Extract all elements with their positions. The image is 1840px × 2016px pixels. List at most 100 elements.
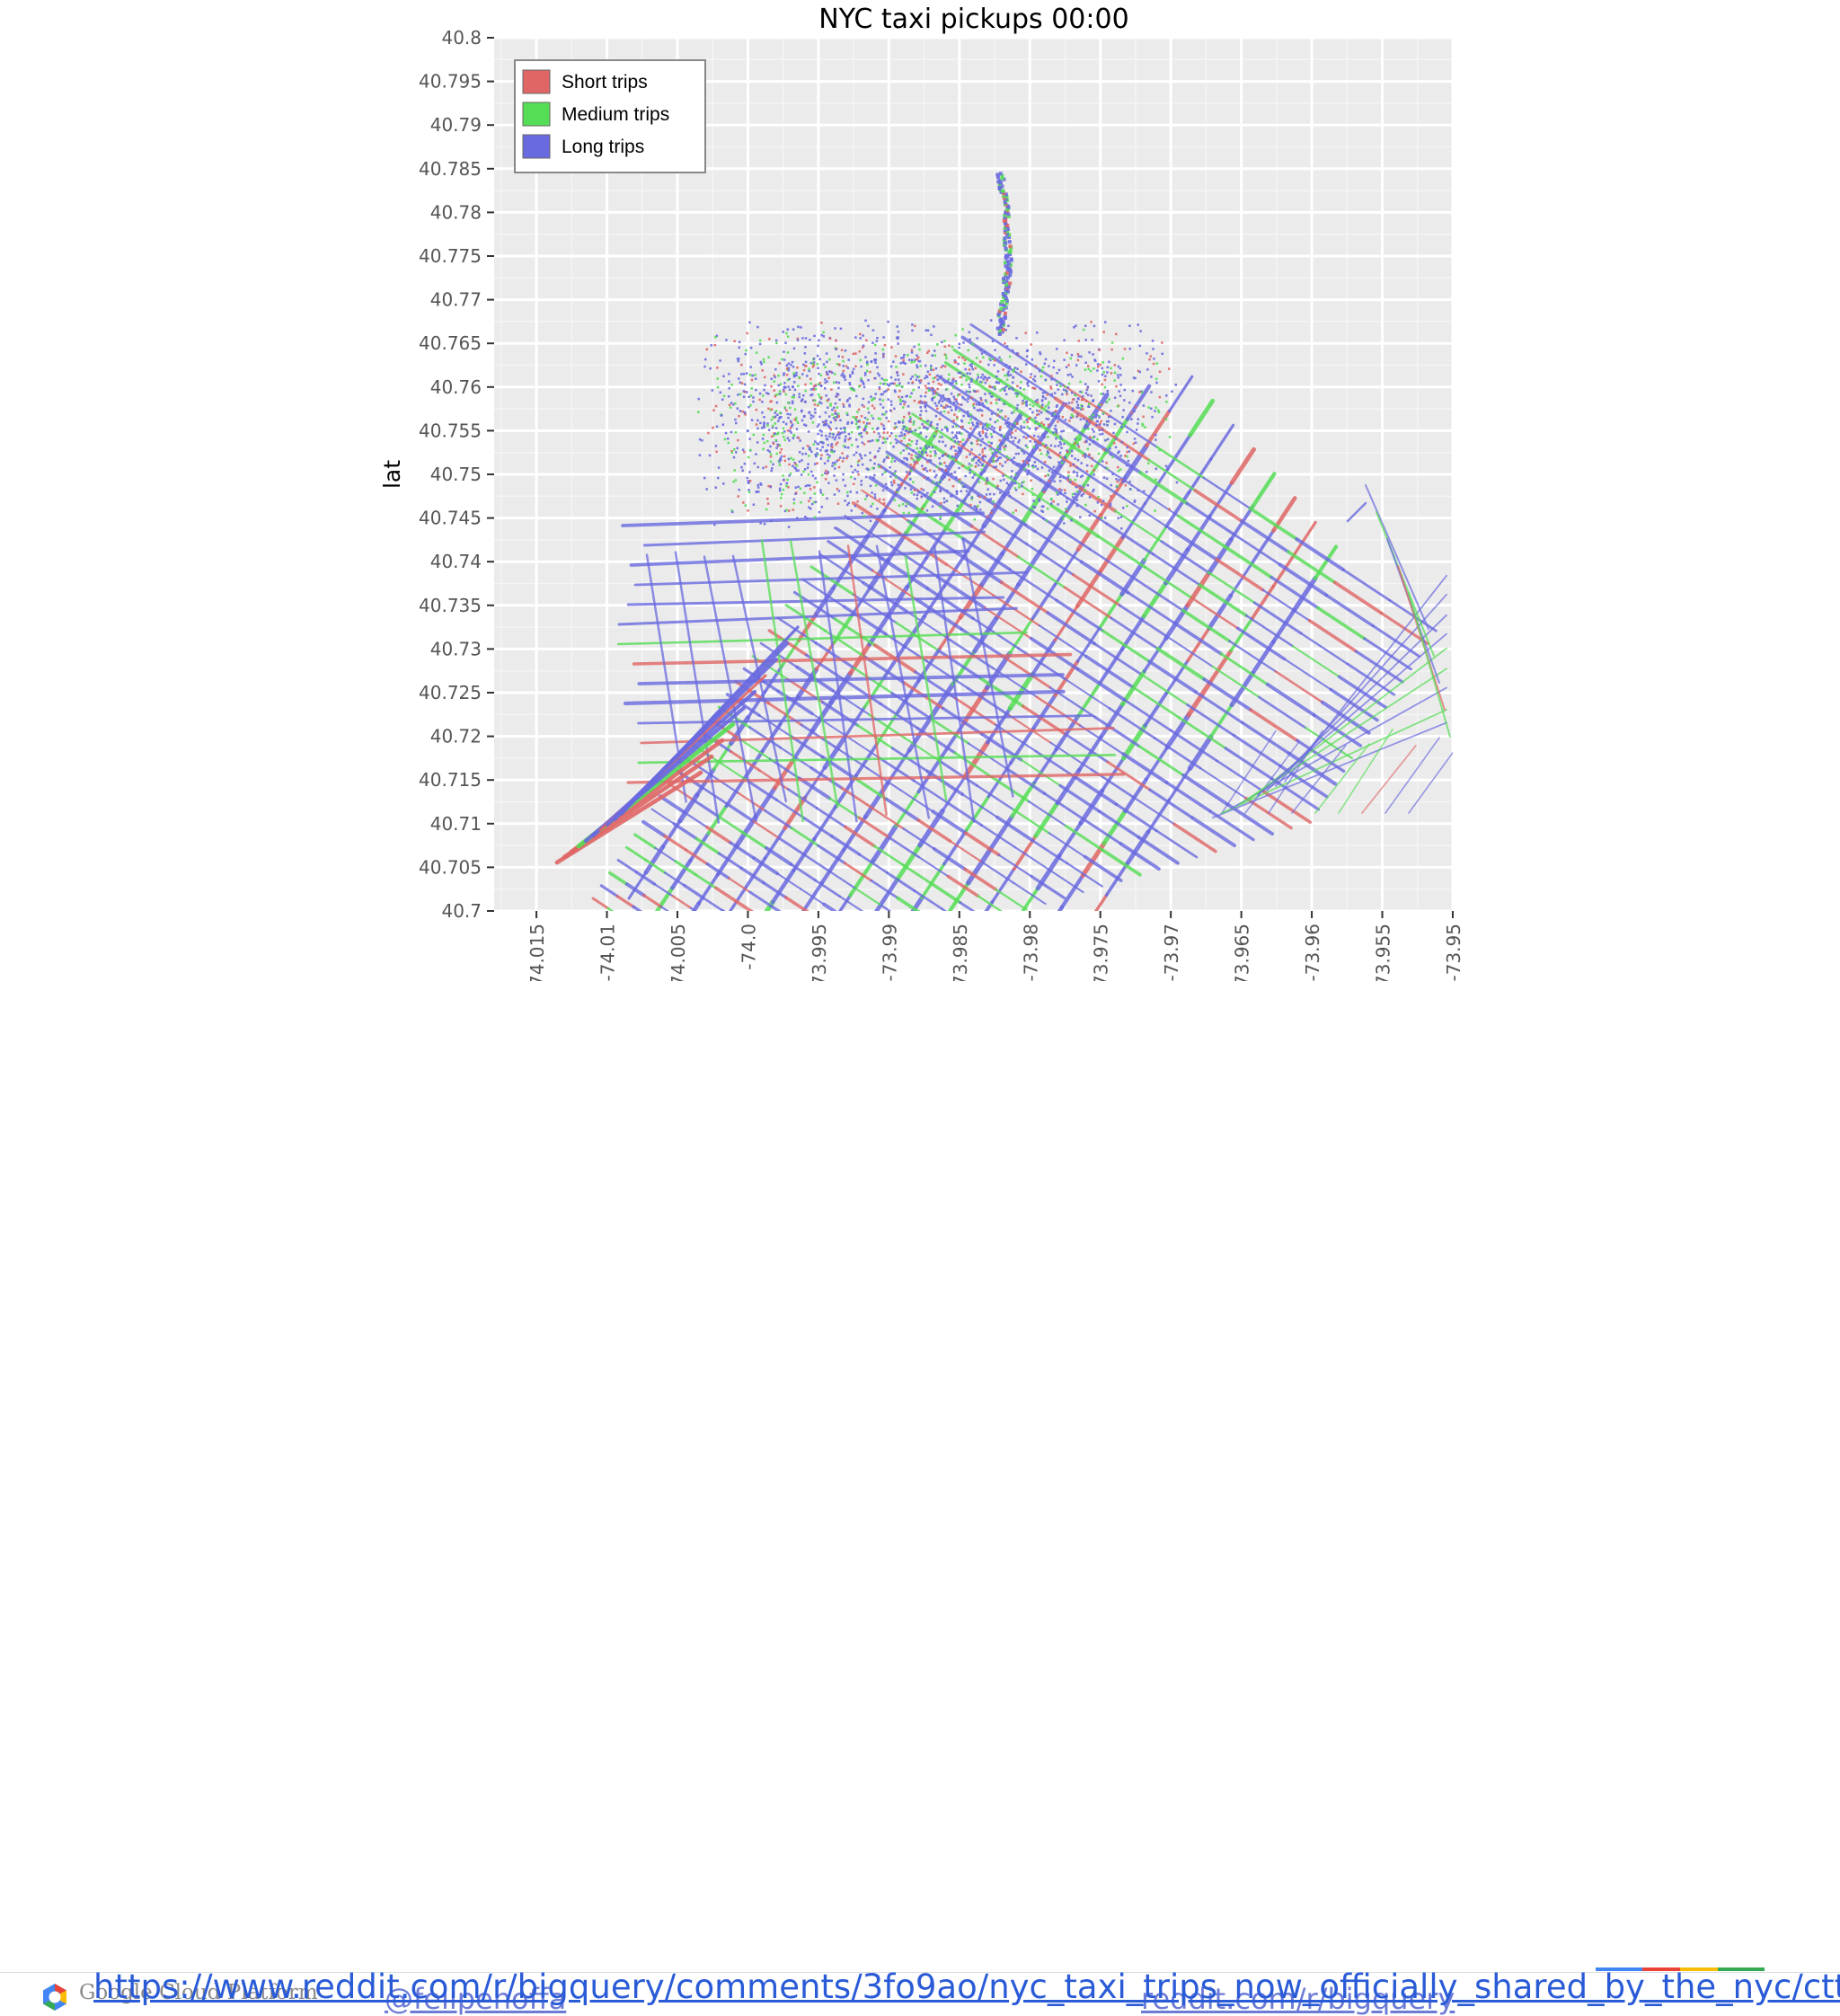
pickup-point xyxy=(707,432,710,435)
pickup-point xyxy=(902,406,905,409)
pickup-point xyxy=(1043,437,1046,439)
pickup-point xyxy=(879,398,881,401)
pickup-point xyxy=(990,319,993,322)
pickup-point xyxy=(900,440,903,443)
pickup-point xyxy=(805,485,808,488)
pickup-point xyxy=(1143,404,1146,407)
pickup-point xyxy=(817,355,819,358)
pickup-point xyxy=(1128,450,1131,453)
pickup-point xyxy=(967,349,969,352)
pickup-point xyxy=(910,457,913,460)
pickup-point xyxy=(996,485,999,488)
pickup-point xyxy=(924,467,927,470)
pickup-point xyxy=(1088,403,1091,406)
pickup-point xyxy=(946,429,949,432)
pickup-point xyxy=(1154,407,1157,410)
pickup-point xyxy=(1060,443,1063,446)
pickup-point xyxy=(731,511,734,514)
pickup-point xyxy=(958,441,960,444)
pickup-point xyxy=(1165,465,1168,468)
pickup-point xyxy=(782,432,784,435)
pickup-point xyxy=(814,403,817,406)
pickup-point xyxy=(895,435,898,438)
pickup-point xyxy=(858,409,861,411)
pickup-point xyxy=(1022,436,1025,438)
pickup-point xyxy=(1066,510,1068,513)
pickup-point xyxy=(938,468,941,471)
pickup-point xyxy=(821,446,824,448)
pickup-point xyxy=(804,346,807,349)
pickup-point xyxy=(1108,420,1110,423)
pickup-point xyxy=(969,454,971,456)
pickup-point xyxy=(1110,495,1112,498)
pickup-point xyxy=(838,490,841,492)
pickup-point xyxy=(1126,431,1128,434)
pickup-point xyxy=(1025,363,1028,366)
pickup-point xyxy=(846,399,849,402)
pickup-point xyxy=(1086,389,1089,392)
pickup-point xyxy=(1024,524,1027,526)
pickup-point xyxy=(1073,471,1075,473)
pickup-point xyxy=(818,383,820,385)
x-tick-label: -73.97 xyxy=(1161,924,1182,981)
pickup-point xyxy=(1147,462,1150,464)
pickup-point xyxy=(1155,382,1158,385)
pickup-point xyxy=(945,358,948,360)
pickup-point xyxy=(1014,422,1017,425)
pickup-point xyxy=(801,410,803,412)
pickup-point xyxy=(966,372,969,375)
pickup-point xyxy=(818,358,821,361)
pickup-point xyxy=(993,500,995,503)
pickup-point xyxy=(820,402,823,405)
pickup-point xyxy=(947,411,950,414)
pickup-point xyxy=(901,434,904,437)
pickup-point xyxy=(849,438,852,440)
pickup-point xyxy=(1044,363,1047,366)
pickup-point xyxy=(1087,405,1090,408)
pickup-point xyxy=(940,506,942,508)
pickup-point xyxy=(774,376,776,379)
pickup-point xyxy=(1027,472,1030,474)
pickup-point xyxy=(737,439,739,442)
pickup-point xyxy=(952,437,955,439)
pickup-point xyxy=(1034,441,1037,444)
pickup-point xyxy=(1110,503,1112,506)
pickup-point xyxy=(1021,485,1023,488)
source-url-link[interactable]: https://www.reddit.com/r/bigquery/commen… xyxy=(93,1967,1840,2006)
pickup-point xyxy=(1069,479,1072,482)
pickup-point xyxy=(1146,471,1148,473)
pickup-point xyxy=(970,396,973,399)
pickup-point xyxy=(853,482,855,485)
pickup-point xyxy=(1042,367,1045,369)
street-pickups xyxy=(764,956,782,968)
pickup-point xyxy=(1099,424,1101,427)
pickup-point xyxy=(804,384,807,386)
pickup-point xyxy=(1044,391,1047,393)
pickup-point xyxy=(894,473,897,475)
pickup-point xyxy=(833,382,836,385)
pickup-point xyxy=(1060,430,1063,433)
y-tick-label: 40.72 xyxy=(430,726,482,747)
pickup-point xyxy=(733,469,736,472)
pickup-point xyxy=(1096,369,1099,372)
pickup-point xyxy=(914,400,916,402)
pickup-point xyxy=(1027,436,1030,438)
pickup-point xyxy=(1062,416,1065,419)
pickup-point xyxy=(1049,456,1052,459)
pickup-point xyxy=(1004,312,1007,315)
pickup-point xyxy=(1067,374,1070,376)
pickup-point xyxy=(845,412,848,415)
pickup-point xyxy=(1009,495,1012,498)
pickup-point xyxy=(946,428,949,430)
pickup-point xyxy=(859,333,862,336)
pickup-point xyxy=(854,365,857,367)
pickup-point xyxy=(1042,396,1045,399)
pickup-point xyxy=(918,386,920,389)
pickup-point xyxy=(1082,408,1084,411)
pickup-point xyxy=(1048,480,1051,482)
pickup-point xyxy=(793,419,796,421)
pickup-point xyxy=(836,434,839,437)
pickup-point xyxy=(909,418,912,420)
pickup-point xyxy=(910,454,913,456)
pickup-point xyxy=(876,337,879,340)
